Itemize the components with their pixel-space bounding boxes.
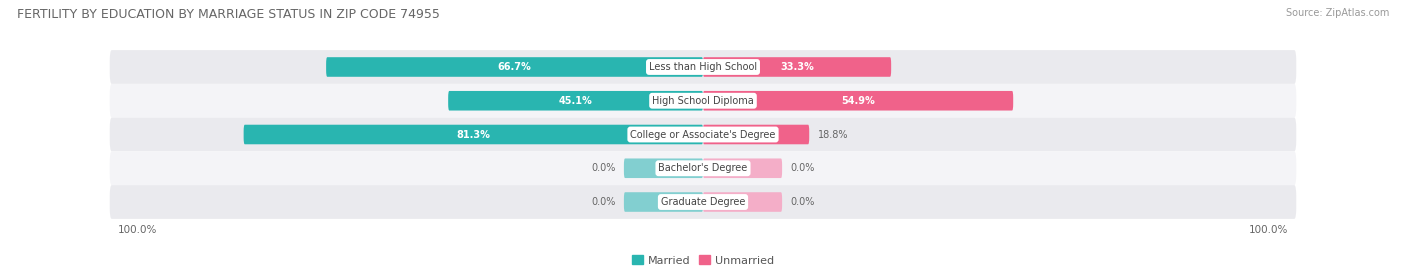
Text: 66.7%: 66.7% <box>498 62 531 72</box>
FancyBboxPatch shape <box>110 50 1296 84</box>
FancyBboxPatch shape <box>703 91 1014 111</box>
FancyBboxPatch shape <box>110 84 1296 118</box>
FancyBboxPatch shape <box>110 118 1296 151</box>
Text: 0.0%: 0.0% <box>591 197 616 207</box>
Text: College or Associate's Degree: College or Associate's Degree <box>630 129 776 140</box>
Text: 18.8%: 18.8% <box>818 129 848 140</box>
Text: 33.3%: 33.3% <box>780 62 814 72</box>
FancyBboxPatch shape <box>624 192 703 212</box>
Text: 0.0%: 0.0% <box>790 197 815 207</box>
Text: Source: ZipAtlas.com: Source: ZipAtlas.com <box>1285 8 1389 18</box>
Text: Bachelor's Degree: Bachelor's Degree <box>658 163 748 173</box>
FancyBboxPatch shape <box>703 57 891 77</box>
Text: Graduate Degree: Graduate Degree <box>661 197 745 207</box>
Text: 45.1%: 45.1% <box>558 96 592 106</box>
Legend: Married, Unmarried: Married, Unmarried <box>627 251 779 269</box>
FancyBboxPatch shape <box>703 125 810 144</box>
Text: 54.9%: 54.9% <box>841 96 875 106</box>
Text: High School Diploma: High School Diploma <box>652 96 754 106</box>
FancyBboxPatch shape <box>243 125 703 144</box>
FancyBboxPatch shape <box>703 158 782 178</box>
Text: FERTILITY BY EDUCATION BY MARRIAGE STATUS IN ZIP CODE 74955: FERTILITY BY EDUCATION BY MARRIAGE STATU… <box>17 8 440 21</box>
FancyBboxPatch shape <box>703 192 782 212</box>
FancyBboxPatch shape <box>449 91 703 111</box>
FancyBboxPatch shape <box>624 158 703 178</box>
Text: Less than High School: Less than High School <box>650 62 756 72</box>
Text: 81.3%: 81.3% <box>457 129 491 140</box>
FancyBboxPatch shape <box>110 185 1296 219</box>
Text: 0.0%: 0.0% <box>790 163 815 173</box>
Text: 0.0%: 0.0% <box>591 163 616 173</box>
FancyBboxPatch shape <box>110 151 1296 185</box>
FancyBboxPatch shape <box>326 57 703 77</box>
